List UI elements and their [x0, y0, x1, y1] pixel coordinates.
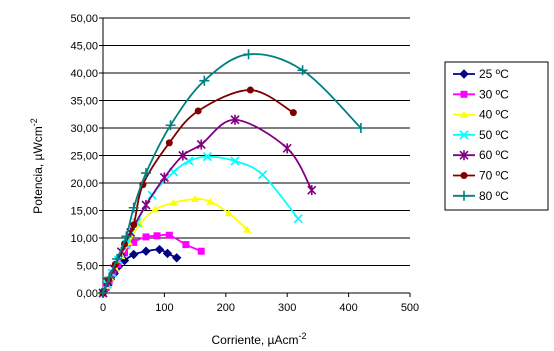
- legend-entry: 50 ºC: [453, 128, 509, 142]
- data-point: [460, 90, 468, 98]
- data-point: [197, 247, 205, 255]
- data-point: [135, 220, 144, 228]
- data-point: [141, 246, 151, 256]
- x-tick-label: 500: [401, 302, 419, 314]
- legend-entry: 70 ºC: [453, 169, 509, 183]
- legend-entry: 30 ºC: [453, 87, 509, 101]
- y-tick-label: 45,00: [70, 41, 98, 53]
- legend-entry: 60 ºC: [453, 148, 509, 162]
- data-point: [159, 172, 169, 183]
- data-point: [307, 185, 317, 196]
- data-point: [191, 194, 200, 202]
- data-point: [459, 150, 469, 161]
- data-point: [171, 253, 182, 263]
- series-4: [98, 114, 317, 298]
- y-tick-label: 35,00: [70, 96, 98, 108]
- series-group: [98, 49, 366, 298]
- y-tick-label: 0,00: [77, 288, 98, 300]
- data-point: [141, 200, 151, 210]
- legend-label: 25 ºC: [479, 67, 509, 81]
- legend-entry: 25 ºC: [453, 67, 509, 81]
- x-tick-label: 400: [339, 302, 357, 314]
- data-point: [224, 209, 233, 217]
- data-point: [165, 120, 176, 131]
- data-point: [120, 249, 128, 257]
- legend-entry: 40 ºC: [453, 108, 509, 122]
- data-point: [246, 86, 254, 94]
- data-point: [112, 253, 123, 264]
- data-point: [182, 241, 190, 249]
- y-tick-label: 10,00: [70, 233, 98, 245]
- data-point: [243, 225, 252, 233]
- y-tick-labels: 0,00 5,00 10,00 15,00 20,00 25,00 30,00 35,00 40…: [70, 13, 98, 300]
- legend-label: 40 ºC: [479, 108, 509, 122]
- data-point: [199, 75, 210, 86]
- x-tick-label: 300: [278, 302, 296, 314]
- y-tick-label: 5,00: [77, 261, 98, 273]
- data-point: [243, 49, 254, 60]
- data-point: [258, 170, 268, 180]
- y-tick-label: 15,00: [70, 206, 98, 218]
- y-tick-label: 20,00: [70, 178, 98, 190]
- y-axis-label: Potencia, µWcm-2: [29, 118, 45, 214]
- data-point: [128, 202, 139, 213]
- data-point: [289, 109, 297, 117]
- data-point: [355, 123, 366, 133]
- y-tick-label: 50,00: [70, 13, 98, 25]
- data-point: [165, 139, 173, 147]
- series-line: [102, 89, 294, 294]
- data-point: [128, 249, 139, 260]
- data-point: [169, 198, 178, 206]
- legend-entry: 80 ºC: [453, 189, 509, 203]
- data-point: [206, 197, 215, 205]
- data-point: [459, 69, 469, 79]
- data-point: [130, 238, 138, 246]
- axes: [99, 17, 411, 297]
- data-point: [460, 172, 468, 179]
- x-axis-label: Corriente, µAcm-2: [212, 331, 307, 347]
- data-point: [154, 244, 165, 255]
- legend: 25 ºC 30 ºC 40 ºC 50 ºC 60 ºC 70 ºC 80 ºC: [444, 61, 549, 211]
- y-tick-label: 25,00: [70, 151, 98, 163]
- data-point: [121, 231, 132, 242]
- legend-label: 70 ºC: [479, 169, 509, 183]
- data-point: [162, 248, 173, 259]
- legend-label: 80 ºC: [479, 189, 509, 203]
- x-tick-label: 200: [217, 302, 235, 314]
- data-point: [98, 288, 108, 298]
- data-point: [230, 114, 240, 125]
- data-point: [297, 65, 308, 76]
- data-point: [282, 143, 292, 154]
- data-point: [140, 168, 151, 179]
- data-point: [459, 130, 469, 140]
- data-point: [153, 232, 161, 240]
- data-point: [194, 107, 202, 115]
- data-point: [230, 156, 240, 166]
- data-point: [151, 205, 160, 213]
- gridlines: [103, 17, 410, 266]
- legend-label: 50 ºC: [479, 128, 509, 142]
- x-tick-label: 0: [100, 302, 106, 314]
- data-point: [196, 139, 206, 150]
- data-point: [142, 233, 150, 241]
- data-point: [104, 272, 115, 283]
- data-point: [130, 221, 138, 229]
- legend-label: 60 ºC: [479, 148, 509, 162]
- legend-box: [444, 61, 549, 211]
- y-tick-label: 30,00: [70, 123, 98, 135]
- y-tick-label: 40,00: [70, 68, 98, 80]
- data-point: [459, 190, 469, 201]
- data-point: [178, 150, 188, 161]
- data-point: [202, 151, 213, 162]
- series-6: [98, 49, 366, 298]
- data-point: [293, 214, 303, 224]
- x-tick-labels: 0 100 200 300 400 500: [100, 302, 419, 314]
- data-point: [165, 231, 173, 239]
- x-tick-label: 100: [155, 302, 173, 314]
- data-point: [460, 110, 468, 118]
- legend-label: 30 ºC: [479, 87, 509, 101]
